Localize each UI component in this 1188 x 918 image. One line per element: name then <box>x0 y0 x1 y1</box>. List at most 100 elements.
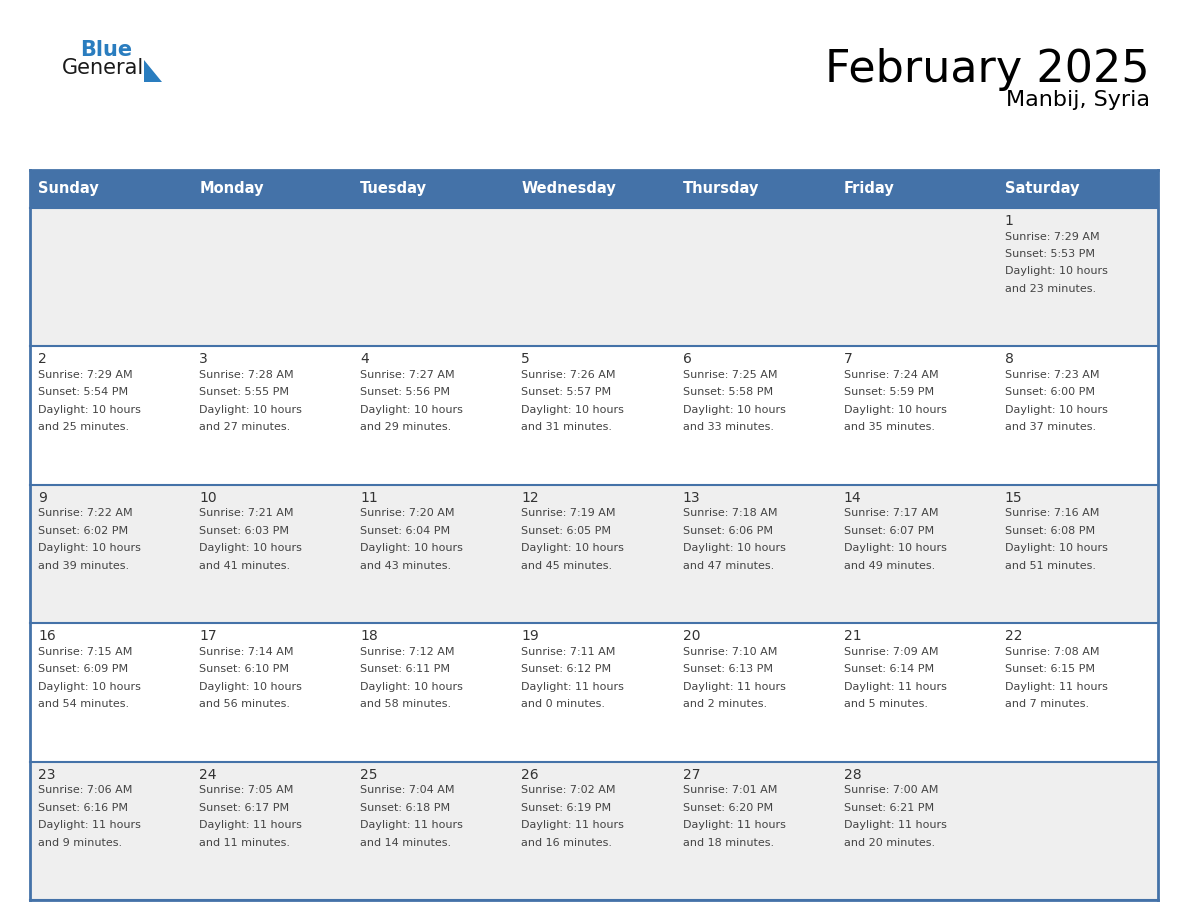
Text: and 23 minutes.: and 23 minutes. <box>1005 284 1097 294</box>
Text: Manbij, Syria: Manbij, Syria <box>1006 90 1150 110</box>
Bar <box>353 762 513 900</box>
Text: Daylight: 10 hours: Daylight: 10 hours <box>200 682 302 691</box>
Text: Sunset: 5:58 PM: Sunset: 5:58 PM <box>683 387 772 397</box>
Text: General: General <box>62 58 144 78</box>
Text: Monday: Monday <box>200 182 264 196</box>
Text: Sunrise: 7:22 AM: Sunrise: 7:22 AM <box>38 509 133 519</box>
Text: Saturday: Saturday <box>1005 182 1080 196</box>
Text: Sunset: 5:53 PM: Sunset: 5:53 PM <box>1005 249 1095 259</box>
Text: Sunset: 6:21 PM: Sunset: 6:21 PM <box>843 802 934 812</box>
Bar <box>513 762 675 900</box>
Bar <box>30 170 1158 208</box>
Text: and 58 minutes.: and 58 minutes. <box>360 700 451 710</box>
Text: Sunrise: 7:00 AM: Sunrise: 7:00 AM <box>843 785 939 795</box>
Text: 11: 11 <box>360 491 378 505</box>
Text: Daylight: 10 hours: Daylight: 10 hours <box>1005 543 1107 554</box>
Text: and 39 minutes.: and 39 minutes. <box>38 561 129 571</box>
Text: Sunrise: 7:11 AM: Sunrise: 7:11 AM <box>522 646 615 656</box>
Text: 13: 13 <box>683 491 700 505</box>
Text: and 16 minutes.: and 16 minutes. <box>522 837 613 847</box>
Text: Daylight: 10 hours: Daylight: 10 hours <box>360 682 463 691</box>
Text: Sunset: 5:54 PM: Sunset: 5:54 PM <box>38 387 128 397</box>
Bar <box>997 485 1158 623</box>
Text: Daylight: 11 hours: Daylight: 11 hours <box>683 682 785 691</box>
Text: Sunset: 5:56 PM: Sunset: 5:56 PM <box>360 387 450 397</box>
Text: Sunset: 6:06 PM: Sunset: 6:06 PM <box>683 526 772 536</box>
Text: Sunset: 6:12 PM: Sunset: 6:12 PM <box>522 665 612 674</box>
Text: 18: 18 <box>360 629 378 644</box>
Text: Daylight: 11 hours: Daylight: 11 hours <box>38 820 141 830</box>
Bar <box>675 485 835 623</box>
Text: Sunset: 6:03 PM: Sunset: 6:03 PM <box>200 526 289 536</box>
Text: Friday: Friday <box>843 182 895 196</box>
Text: 19: 19 <box>522 629 539 644</box>
Text: Daylight: 10 hours: Daylight: 10 hours <box>1005 405 1107 415</box>
Text: Sunrise: 7:23 AM: Sunrise: 7:23 AM <box>1005 370 1099 380</box>
Text: Sunset: 6:16 PM: Sunset: 6:16 PM <box>38 802 128 812</box>
Bar <box>675 623 835 762</box>
Text: Sunset: 5:59 PM: Sunset: 5:59 PM <box>843 387 934 397</box>
Text: Daylight: 10 hours: Daylight: 10 hours <box>522 543 625 554</box>
Text: and 43 minutes.: and 43 minutes. <box>360 561 451 571</box>
Text: Daylight: 11 hours: Daylight: 11 hours <box>522 820 625 830</box>
Text: Sunrise: 7:27 AM: Sunrise: 7:27 AM <box>360 370 455 380</box>
Text: 5: 5 <box>522 353 530 366</box>
Text: Sunrise: 7:18 AM: Sunrise: 7:18 AM <box>683 509 777 519</box>
Text: Sunset: 5:57 PM: Sunset: 5:57 PM <box>522 387 612 397</box>
Text: Sunrise: 7:02 AM: Sunrise: 7:02 AM <box>522 785 615 795</box>
Text: Daylight: 11 hours: Daylight: 11 hours <box>843 820 947 830</box>
Bar <box>353 346 513 485</box>
Bar <box>513 208 675 346</box>
Bar <box>675 762 835 900</box>
Bar <box>997 346 1158 485</box>
Bar <box>835 623 997 762</box>
Text: and 29 minutes.: and 29 minutes. <box>360 422 451 432</box>
Text: and 45 minutes.: and 45 minutes. <box>522 561 613 571</box>
Text: Sunset: 6:20 PM: Sunset: 6:20 PM <box>683 802 772 812</box>
Text: Daylight: 10 hours: Daylight: 10 hours <box>522 405 625 415</box>
Bar <box>191 208 353 346</box>
Text: Sunrise: 7:20 AM: Sunrise: 7:20 AM <box>360 509 455 519</box>
Text: Sunrise: 7:12 AM: Sunrise: 7:12 AM <box>360 646 455 656</box>
Bar <box>675 346 835 485</box>
Text: and 51 minutes.: and 51 minutes. <box>1005 561 1095 571</box>
Text: Daylight: 10 hours: Daylight: 10 hours <box>360 543 463 554</box>
Text: and 54 minutes.: and 54 minutes. <box>38 700 129 710</box>
Text: and 33 minutes.: and 33 minutes. <box>683 422 773 432</box>
Text: Daylight: 11 hours: Daylight: 11 hours <box>360 820 463 830</box>
Text: Daylight: 10 hours: Daylight: 10 hours <box>843 405 947 415</box>
Bar <box>997 623 1158 762</box>
Text: Daylight: 10 hours: Daylight: 10 hours <box>38 543 141 554</box>
Text: and 11 minutes.: and 11 minutes. <box>200 837 290 847</box>
Text: Sunset: 6:14 PM: Sunset: 6:14 PM <box>843 665 934 674</box>
Text: and 37 minutes.: and 37 minutes. <box>1005 422 1097 432</box>
Text: and 35 minutes.: and 35 minutes. <box>843 422 935 432</box>
Text: and 14 minutes.: and 14 minutes. <box>360 837 451 847</box>
Text: and 0 minutes.: and 0 minutes. <box>522 700 606 710</box>
Text: Sunset: 6:05 PM: Sunset: 6:05 PM <box>522 526 612 536</box>
Text: Sunrise: 7:26 AM: Sunrise: 7:26 AM <box>522 370 615 380</box>
Text: February 2025: February 2025 <box>826 48 1150 91</box>
Text: Sunset: 6:02 PM: Sunset: 6:02 PM <box>38 526 128 536</box>
Text: Sunset: 6:11 PM: Sunset: 6:11 PM <box>360 665 450 674</box>
Bar <box>513 485 675 623</box>
Text: and 27 minutes.: and 27 minutes. <box>200 422 290 432</box>
Bar <box>997 208 1158 346</box>
Text: Sunset: 6:07 PM: Sunset: 6:07 PM <box>843 526 934 536</box>
Text: Sunrise: 7:04 AM: Sunrise: 7:04 AM <box>360 785 455 795</box>
Bar <box>835 346 997 485</box>
Text: Sunrise: 7:06 AM: Sunrise: 7:06 AM <box>38 785 132 795</box>
Text: Sunset: 6:15 PM: Sunset: 6:15 PM <box>1005 665 1095 674</box>
Text: Sunrise: 7:21 AM: Sunrise: 7:21 AM <box>200 509 293 519</box>
Text: Sunrise: 7:25 AM: Sunrise: 7:25 AM <box>683 370 777 380</box>
Text: Sunrise: 7:14 AM: Sunrise: 7:14 AM <box>200 646 293 656</box>
Bar <box>675 208 835 346</box>
Text: Daylight: 10 hours: Daylight: 10 hours <box>38 405 141 415</box>
Text: Sunrise: 7:29 AM: Sunrise: 7:29 AM <box>1005 231 1099 241</box>
Text: Sunset: 6:17 PM: Sunset: 6:17 PM <box>200 802 289 812</box>
Text: and 18 minutes.: and 18 minutes. <box>683 837 773 847</box>
Bar <box>191 762 353 900</box>
Text: Daylight: 11 hours: Daylight: 11 hours <box>522 682 625 691</box>
Text: 17: 17 <box>200 629 216 644</box>
Text: and 2 minutes.: and 2 minutes. <box>683 700 766 710</box>
